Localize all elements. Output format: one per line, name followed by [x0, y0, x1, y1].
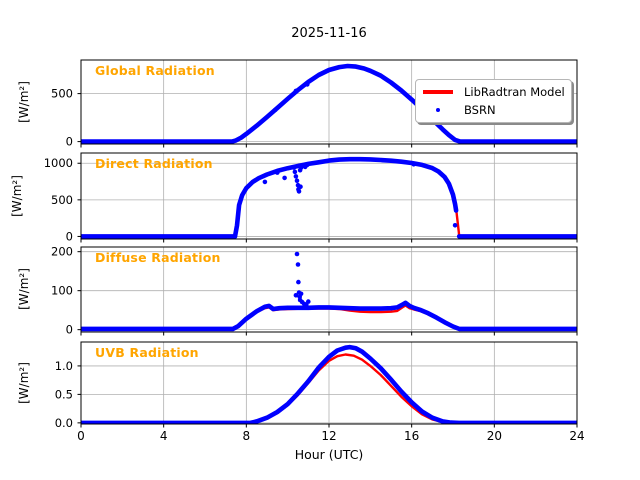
bsrn-dot: [282, 175, 287, 181]
bsrn-dot: [298, 291, 304, 297]
panel-label-diffuse: Diffuse Radiation: [95, 250, 221, 265]
legend-model-label: LibRadtran Model: [464, 85, 565, 99]
global-y-tick-label: 0: [66, 135, 73, 149]
bsrn-dot-swatch: [422, 107, 454, 113]
uvb-y-tick-label: 1.0: [55, 359, 73, 373]
bsrn-dot: [293, 293, 299, 298]
bsrn-dot: [295, 262, 301, 267]
panel-diffuse: 0 100 200: [51, 245, 578, 337]
x-tick-label: 24: [569, 429, 584, 443]
diffuse-bsrn-curve: [81, 300, 577, 332]
bsrn-dot: [411, 162, 417, 167]
diffuse-y-tick-label: 0: [66, 323, 73, 337]
direct-y-tick-label: 0: [66, 229, 73, 243]
bsrn-dot: [298, 184, 303, 189]
uvb-y-tick-label: 0.5: [55, 387, 73, 401]
direct-y-tick-label: 1000: [44, 156, 73, 170]
bsrn-dot: [275, 170, 280, 175]
bsrn-dot: [293, 174, 299, 179]
x-tick-label: 0: [77, 429, 85, 443]
bsrn-dot: [292, 169, 298, 175]
global-outlier-dots: [273, 82, 310, 113]
legend-item-bsrn: BSRN: [422, 102, 565, 118]
bsrn-dot: [452, 223, 458, 228]
panel-label-direct: Direct Radiation: [95, 156, 213, 171]
bsrn-dot: [273, 107, 278, 113]
x-tick-label: 20: [487, 429, 502, 443]
bsrn-dot: [294, 251, 300, 257]
panel-label-uvb: UVB Radiation: [95, 345, 199, 360]
bsrn-dot: [291, 165, 297, 170]
model-line-swatch: [422, 90, 454, 94]
x-tick-label: 16: [404, 429, 419, 443]
direct-outlier-dots: [262, 162, 458, 228]
uvb-y-tick-label: 0.0: [55, 416, 73, 430]
bsrn-dot: [306, 299, 311, 304]
global-y-tick-label: 500: [51, 87, 73, 101]
direct-bsrn-curve: [81, 156, 459, 239]
bsrn-dot: [294, 178, 300, 183]
direct-y-tick-label: 500: [51, 193, 73, 207]
bsrn-dot: [305, 162, 310, 168]
diffuse-outlier-dots: [293, 251, 311, 308]
diffuse-y-tick-label: 200: [51, 245, 73, 259]
legend-item-model: LibRadtran Model: [422, 84, 565, 100]
x-tick-label: 4: [160, 429, 168, 443]
panel-direct: 0 500 1000: [44, 152, 578, 243]
direct-tick-marks: [77, 162, 578, 243]
legend-bsrn-label: BSRN: [464, 103, 496, 117]
uvb-bsrn-curve: [81, 344, 577, 424]
x-axis-label: Hour (UTC): [294, 447, 364, 462]
diffuse-y-tick-label: 100: [51, 284, 73, 298]
diffuse-tick-marks: [77, 251, 578, 336]
bsrn-dot: [293, 88, 299, 94]
bsrn-dot: [296, 189, 302, 194]
figure-title: 2025-11-16: [291, 26, 367, 41]
bsrn-dot: [305, 82, 310, 87]
legend: LibRadtran Model BSRN: [415, 79, 572, 123]
panel-uvb: 0.0 0.5 1.0 0 4 8 12 16 20 24: [55, 341, 585, 443]
x-tick-label: 12: [321, 429, 336, 443]
bsrn-dot: [262, 179, 268, 185]
x-tick-label: 8: [243, 429, 251, 443]
panel-label-global: Global Radiation: [95, 63, 215, 78]
uvb-tick-marks: [77, 365, 578, 428]
bsrn-dot: [296, 279, 301, 285]
y-axis-label-uvb: [W/m²]: [17, 362, 31, 404]
global-tick-marks: [77, 93, 578, 148]
